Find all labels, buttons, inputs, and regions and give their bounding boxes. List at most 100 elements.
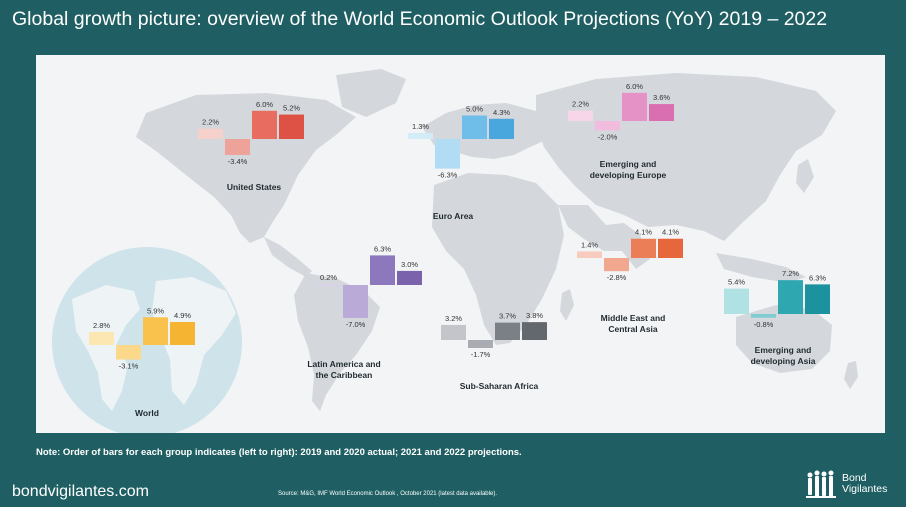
group-label: United States xyxy=(227,182,282,192)
bar xyxy=(631,238,656,258)
bar xyxy=(89,331,114,345)
group-label: Sub-Saharan Africa xyxy=(460,381,539,391)
bar xyxy=(435,139,460,169)
bar xyxy=(805,284,830,314)
data-label: 3.8% xyxy=(526,311,543,320)
data-label: -3.4% xyxy=(228,157,248,166)
brand-name-line1: Bond xyxy=(842,472,867,484)
bar xyxy=(577,251,602,258)
chart-note: Note: Order of bars for each group indic… xyxy=(36,447,522,458)
page-title: Global growth picture: overview of the W… xyxy=(12,8,828,30)
bar xyxy=(170,321,195,345)
brand-logo[interactable]: Bond Vigilantes xyxy=(805,467,900,503)
data-label: 6.0% xyxy=(626,82,643,91)
data-label: 7.2% xyxy=(782,269,799,278)
group-label: developing Europe xyxy=(590,170,667,180)
bar xyxy=(252,110,277,139)
bar xyxy=(468,340,493,348)
bar xyxy=(522,322,547,340)
bar xyxy=(397,270,422,285)
africa-shape xyxy=(432,173,564,345)
group-label: Emerging and xyxy=(600,159,657,169)
data-label: 1.4% xyxy=(581,240,598,249)
group-label: Latin America and xyxy=(307,359,380,369)
bar xyxy=(370,255,395,285)
bar xyxy=(595,121,620,131)
people-logo-icon xyxy=(806,470,836,498)
group-label: Emerging and xyxy=(755,345,812,355)
data-label: -1.7% xyxy=(471,350,491,359)
group-label: World xyxy=(135,408,159,418)
map-panel: 2.2% -3.4% 6.0% 5.2% United States 1.3% -6.3% 5… xyxy=(36,55,885,433)
new-zealand-shape xyxy=(844,361,858,389)
group-label: Middle East and xyxy=(601,313,666,323)
data-label: 3.6% xyxy=(653,93,670,102)
bar xyxy=(658,238,683,258)
arabia-india-shape xyxy=(558,205,650,269)
japan-shape xyxy=(796,159,814,193)
bar xyxy=(604,258,629,272)
bar-group: 3.2% -1.7% 3.7% 3.8% Sub-Saharan Africa xyxy=(441,311,547,391)
bar xyxy=(778,280,803,314)
bar xyxy=(495,322,520,340)
globe-americas-shape xyxy=(72,285,140,411)
bar xyxy=(116,345,141,360)
data-label: -6.3% xyxy=(438,171,458,180)
madagascar-shape xyxy=(560,289,574,321)
bar-chart-overlay: 2.2% -3.4% 6.0% 5.2% United States 1.3% -6.3% 5… xyxy=(89,82,830,418)
data-label: 6.3% xyxy=(374,244,391,253)
data-label: 0.2% xyxy=(320,273,337,282)
data-label: 3.0% xyxy=(401,260,418,269)
bar xyxy=(622,92,647,121)
data-label: -2.8% xyxy=(607,273,627,282)
bar xyxy=(198,128,223,139)
data-label: 2.2% xyxy=(572,100,589,109)
australia-shape xyxy=(736,305,832,373)
bar xyxy=(143,317,168,345)
data-label: 5.0% xyxy=(466,105,483,114)
data-label: 6.0% xyxy=(256,100,273,109)
central-america-shape xyxy=(264,237,312,277)
bar xyxy=(408,132,433,139)
data-label: 6.3% xyxy=(809,273,826,282)
bar xyxy=(441,324,466,340)
group-label: developing Asia xyxy=(751,356,816,366)
data-label: 2.8% xyxy=(93,321,110,330)
bar xyxy=(568,110,593,121)
bar xyxy=(225,139,250,155)
data-label: 5.4% xyxy=(728,278,745,287)
group-label: the Caribbean xyxy=(316,370,373,380)
bar xyxy=(489,118,514,139)
bar xyxy=(751,314,776,318)
bar xyxy=(279,114,304,139)
bar xyxy=(343,285,368,318)
data-label: -2.0% xyxy=(598,132,618,141)
data-label: 4.9% xyxy=(174,311,191,320)
data-label: 4.3% xyxy=(493,108,510,117)
data-label: 2.2% xyxy=(202,118,219,127)
bar-group: 2.2% -2.0% 6.0% 3.6% Emerging anddeveloping … xyxy=(568,82,674,180)
bar xyxy=(462,115,487,139)
data-label: 3.2% xyxy=(445,314,462,323)
asia-shape xyxy=(536,73,836,241)
greenland-shape xyxy=(336,69,406,117)
data-label: -7.0% xyxy=(346,320,366,329)
data-label: 1.3% xyxy=(412,122,429,131)
data-label: 5.2% xyxy=(283,104,300,113)
bar xyxy=(649,104,674,121)
bar-group: 1.4% -2.8% 4.1% 4.1% Middle East andCentral … xyxy=(577,228,683,334)
data-label: 3.7% xyxy=(499,312,516,321)
data-label: -0.8% xyxy=(754,320,774,329)
data-label: 4.1% xyxy=(635,228,652,237)
group-label: Euro Area xyxy=(433,211,474,221)
bar xyxy=(724,288,749,314)
southeast-asia-shape xyxy=(716,253,806,283)
bar-group: 5.4% -0.8% 7.2% 6.3% Emerging anddeveloping … xyxy=(724,269,830,366)
data-label: 5.9% xyxy=(147,306,164,315)
site-link[interactable]: bondvigilantes.com xyxy=(12,483,149,500)
bar-group: 1.3% -6.3% 5.0% 4.3% Euro Area xyxy=(408,105,514,221)
data-label: 4.1% xyxy=(662,228,679,237)
group-label: Central Asia xyxy=(608,324,658,334)
